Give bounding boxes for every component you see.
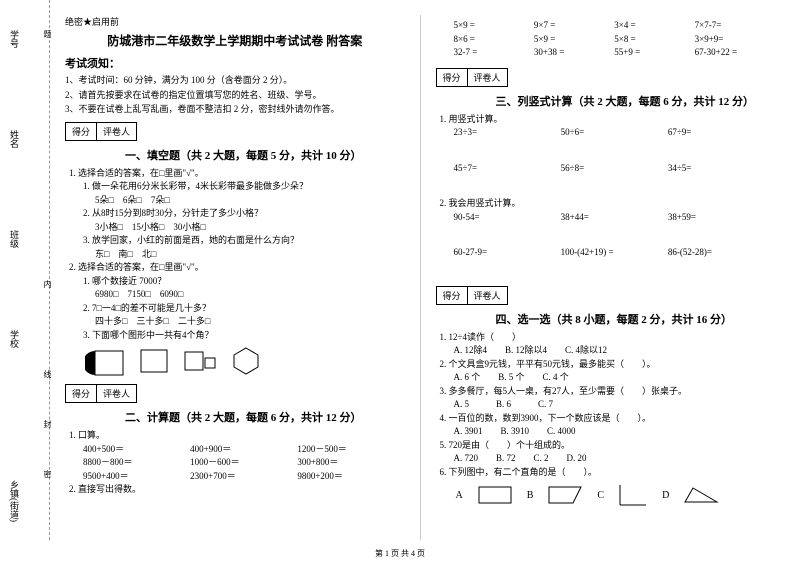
q2b: 2. 7□一4□的差不可能是几十多？: [83, 302, 405, 316]
calc2-row: 32-7 =30+38 =55+9 =67-30+22 =: [454, 46, 776, 60]
q1a-opts: 5朵□ 6朵□ 7朵□: [95, 194, 405, 208]
bind-label: 姓名: [8, 130, 21, 148]
shape-label-c: C: [597, 490, 604, 501]
section-2-title: 二、计算题（共 2 大题，每题 6 分，共计 12 分）: [125, 409, 405, 425]
score-label: 得分: [437, 287, 468, 304]
shape-label-d: D: [662, 490, 669, 501]
vert-row: 60-27-9=100-(42+19) =86-(52-28)=: [454, 246, 776, 260]
calc-row: 400+500＝400+900＝1200－500＝: [83, 443, 405, 457]
q1-stem: 1. 选择合适的答案，在□里画"√"。: [69, 167, 405, 181]
notice-item: 3、不要在试卷上乱写乱画，卷面不整洁扣 2 分，密封线外请勿作答。: [65, 103, 405, 116]
shape-2: [139, 348, 169, 374]
bind-label: 班级: [8, 230, 21, 248]
cut-label: 线: [42, 370, 53, 378]
calc2-stem: 2. 直接写出得数。: [69, 483, 405, 497]
vert-row: 23÷3=50÷6=67÷9=: [454, 126, 776, 140]
bind-label: 学校: [8, 330, 21, 348]
mc-q2: 2. 个文具盒9元钱，平平有50元钱，最多能买（ ）。: [440, 358, 776, 372]
mc-q6: 6. 下列图中，有二个直角的是（ ）。: [440, 466, 776, 480]
q1c-opts: 东□ 南□ 北□: [95, 248, 405, 262]
q1c: 3. 放学回家，小红的前面是西，她的右面是什么方向？: [83, 234, 405, 248]
cut-label: 题: [42, 30, 53, 38]
shape-d: [683, 486, 719, 504]
reviewer-label: 评卷人: [468, 69, 507, 86]
cut-label: 内: [42, 280, 53, 288]
score-label: 得分: [66, 123, 97, 140]
notice-item: 1、考试时间：60 分钟，满分为 100 分（含卷面分 2 分）。: [65, 74, 405, 87]
calc2-row: 5×9 =9×7 =3×4 =7×7-7=: [454, 19, 776, 33]
mc-q1-opts: A. 12除4 B. 12除以4 C. 4除以12: [454, 344, 776, 358]
mc-q1: 1. 12÷4读作（ ）: [440, 331, 776, 345]
reviewer-label: 评卷人: [97, 123, 136, 140]
calc-row: 8800－800＝1000－600＝300+800＝: [83, 456, 405, 470]
mc-q4: 4. 一百位的数，数到3900，下一个数应该是（ ）。: [440, 412, 776, 426]
mc-q5-opts: A. 720 B. 72 C. 2 D. 20: [454, 452, 776, 466]
q2c: 3. 下面哪个图形中一共有4个角？: [83, 329, 405, 343]
calc-row: 9500+400＝2300+700＝9800+200＝: [83, 470, 405, 484]
vert-row: 45÷7=56÷8=34÷5=: [454, 162, 776, 176]
q1b: 2. 从8时15分到8时30分，分针走了多少小格？: [83, 207, 405, 221]
shape-3: [183, 350, 217, 372]
notice-item: 2、请首先按要求在试卷的指定位置填写您的姓名、班级、学号。: [65, 89, 405, 102]
q2a: 1. 哪个数接近 7000？: [83, 275, 405, 289]
section-1-title: 一、填空题（共 2 大题，每题 5 分，共计 10 分）: [125, 147, 405, 163]
exam-title: 防城港市二年级数学上学期期中考试试卷 附答案: [65, 32, 405, 49]
q2-shapes: [85, 346, 405, 376]
vert2-stem: 2. 我会用竖式计算。: [440, 197, 776, 211]
score-label: 得分: [437, 69, 468, 86]
page-footer: 第 1 页 共 4 页: [0, 548, 800, 559]
q2a-opts: 6980□ 7150□ 6090□: [95, 288, 405, 302]
q1b-opts: 3小格□ 15小格□ 30小格□: [95, 221, 405, 235]
reviewer-label: 评卷人: [97, 385, 136, 402]
notice-title: 考试须知：: [65, 55, 405, 71]
q2b-opts: 四十多□ 三十多□ 二十多□: [95, 315, 405, 329]
cut-label: 密: [42, 470, 53, 478]
calc2-row: 8×6 =5×9 =5×8 =3×9+9=: [454, 33, 776, 47]
secrecy-mark: 绝密★启用前: [65, 15, 405, 28]
shape-label-b: B: [527, 490, 534, 501]
shape-b: [547, 485, 583, 505]
score-box: 得分 评卷人: [65, 384, 137, 403]
score-box: 得分 评卷人: [436, 68, 508, 87]
page-content: 绝密★启用前 防城港市二年级数学上学期期中考试试卷 附答案 考试须知： 1、考试…: [0, 0, 800, 540]
right-column: 5×9 =9×7 =3×4 =7×7-7= 8×6 =5×9 =5×8 =3×9…: [421, 15, 791, 540]
shape-c: [618, 483, 648, 507]
mc-q3: 3. 多多餐厅，每5人一桌，有27人，至少需要（ ）张桌子。: [440, 385, 776, 399]
q1a: 1. 做一朵花用6分米长彩带，4米长彩带最多能做多少朵？: [83, 180, 405, 194]
section-4-title: 四、选一选（共 8 小题，每题 2 分，共计 16 分）: [496, 311, 776, 327]
mc-q6-shapes: A B C D: [456, 483, 776, 507]
shape-label-a: A: [456, 490, 463, 501]
left-column: 绝密★启用前 防城港市二年级数学上学期期中考试试卷 附答案 考试须知： 1、考试…: [50, 15, 421, 540]
mc-q4-opts: A. 3901 B. 3910 C. 4000: [454, 425, 776, 439]
binding-margin: 学号 姓名 班级 学校 乡镇(街道) 题 内 线 封 密: [0, 0, 50, 540]
score-label: 得分: [66, 385, 97, 402]
shape-4: [231, 346, 261, 376]
vert-row: 90-54=38+44=38+59=: [454, 211, 776, 225]
shape-1: [85, 346, 125, 376]
section-3-title: 三、列竖式计算（共 2 大题，每题 6 分，共计 12 分）: [496, 93, 776, 109]
shape-a: [477, 485, 513, 505]
reviewer-label: 评卷人: [468, 287, 507, 304]
score-box: 得分 评卷人: [436, 286, 508, 305]
vert1-stem: 1. 用竖式计算。: [440, 113, 776, 127]
score-box: 得分 评卷人: [65, 122, 137, 141]
mc-q2-opts: A. 6 个 B. 5 个 C. 4 个: [454, 371, 776, 385]
bind-label: 乡镇(街道): [8, 480, 21, 522]
calc1-stem: 1. 口算。: [69, 429, 405, 443]
mc-q3-opts: A. 5 B. 6 C. 7: [454, 398, 776, 412]
cut-label: 封: [42, 420, 53, 428]
q2-stem: 2. 选择合适的答案，在□里画"√"。: [69, 261, 405, 275]
mc-q5: 5. 720是由（ ）个十组成的。: [440, 439, 776, 453]
bind-label: 学号: [8, 30, 21, 48]
